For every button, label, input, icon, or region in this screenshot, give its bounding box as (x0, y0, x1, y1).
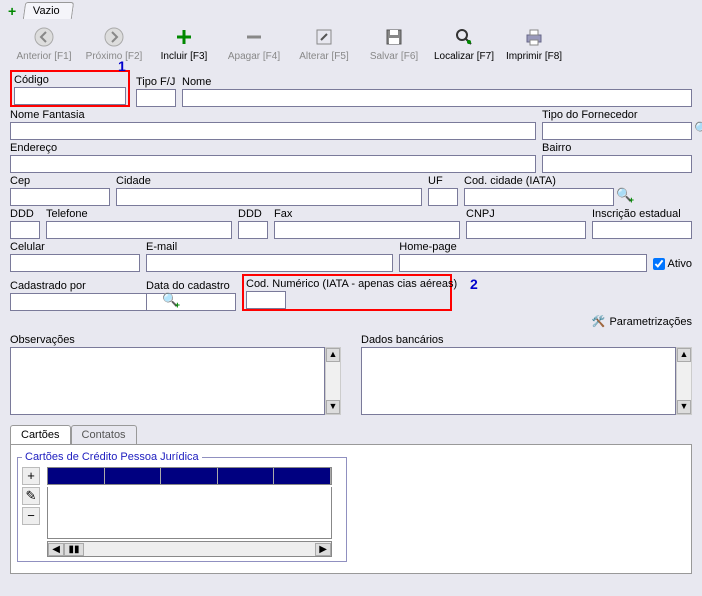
tab-cartoes[interactable]: Cartões (10, 425, 71, 444)
grid-remove-button[interactable]: − (22, 507, 40, 525)
fax-label: Fax (274, 208, 460, 220)
ddd1-label: DDD (10, 208, 40, 220)
nomefantasia-label: Nome Fantasia (10, 109, 536, 121)
ddd2-input[interactable] (238, 221, 268, 239)
minus-icon (242, 25, 266, 49)
save-icon (382, 25, 406, 49)
codcidade-input[interactable] (464, 188, 614, 206)
homepage-label: Home-page (399, 241, 646, 253)
lookup-icon[interactable]: 🔍 (162, 292, 178, 308)
endereco-label: Endereço (10, 142, 536, 154)
cidade-label: Cidade (116, 175, 422, 187)
toolbar: Anterior [F1] Próximo [F2] Incluir [F3] … (0, 21, 702, 68)
gear-icon: 🛠️ (592, 315, 606, 328)
arrow-right-icon (102, 25, 126, 49)
nomefantasia-input[interactable] (10, 122, 536, 140)
tipo-label: Tipo F/J (136, 76, 176, 88)
anterior-button[interactable]: Anterior [F1] (12, 25, 76, 62)
datacadastro-input[interactable] (146, 293, 236, 311)
grid-add-button[interactable]: + (22, 467, 40, 485)
ddd2-label: DDD (238, 208, 268, 220)
tipofornecedor-label: Tipo do Fornecedor (542, 109, 692, 121)
uf-label: UF (428, 175, 458, 187)
scrollbar[interactable]: ▲▼ (676, 347, 692, 415)
bairro-input[interactable] (542, 155, 692, 173)
parametrizacoes-link[interactable]: 🛠️ Parametrizações (592, 315, 692, 328)
grid-edit-button[interactable]: ✎ (22, 487, 40, 505)
ativo-label: Ativo (668, 258, 692, 270)
plus-icon (172, 25, 196, 49)
tab-label: Vazio (33, 5, 60, 17)
codnumerico-label: Cod. Numérico (IATA - apenas cias aéreas… (246, 278, 448, 290)
horizontal-scrollbar[interactable]: ◀ ▮▮ ▶ (47, 541, 332, 557)
codcidade-label: Cod. cidade (IATA) (464, 175, 574, 187)
annotation-1: 1 (118, 58, 126, 74)
observacoes-textarea[interactable] (10, 347, 325, 415)
grid-body[interactable] (47, 487, 332, 539)
imprimir-button[interactable]: Imprimir [F8] (502, 25, 566, 62)
telefone-label: Telefone (46, 208, 232, 220)
inscricao-label: Inscrição estadual (592, 208, 692, 220)
annotation-2: 2 (470, 276, 478, 292)
add-tab-icon[interactable]: + (8, 3, 16, 19)
search-icon (452, 25, 476, 49)
cep-input[interactable] (10, 188, 110, 206)
codigo-label: Código (14, 74, 126, 86)
ddd1-input[interactable] (10, 221, 40, 239)
cadastradopor-label: Cadastrado por (10, 280, 140, 292)
arrow-left-icon (32, 25, 56, 49)
cartoespj-legend: Cartões de Crédito Pessoa Jurídica (22, 451, 202, 463)
telefone-input[interactable] (46, 221, 232, 239)
lookup-icon[interactable]: 🔍 (616, 187, 632, 203)
observacoes-label: Observações (10, 334, 341, 346)
edit-icon (312, 25, 336, 49)
endereco-input[interactable] (10, 155, 536, 173)
print-icon (522, 25, 546, 49)
celular-label: Celular (10, 241, 140, 253)
apagar-button[interactable]: Apagar [F4] (222, 25, 286, 62)
alterar-button[interactable]: Alterar [F5] (292, 25, 356, 62)
codigo-input[interactable] (14, 87, 126, 105)
scrollbar[interactable]: ▲▼ (325, 347, 341, 415)
cnpj-input[interactable] (466, 221, 586, 239)
bairro-label: Bairro (542, 142, 692, 154)
codnumerico-group: Cod. Numérico (IATA - apenas cias aéreas… (242, 274, 452, 311)
cep-label: Cep (10, 175, 110, 187)
tipofornecedor-input[interactable] (542, 122, 692, 140)
cartoes-panel: Cartões de Crédito Pessoa Jurídica + ✎ −… (10, 444, 692, 574)
cidade-input[interactable] (116, 188, 422, 206)
inscricao-input[interactable] (592, 221, 692, 239)
nome-input[interactable] (182, 89, 692, 107)
tipo-input[interactable] (136, 89, 176, 107)
email-input[interactable] (146, 254, 393, 272)
salvar-button[interactable]: Salvar [F6] (362, 25, 426, 62)
cnpj-label: CNPJ (466, 208, 586, 220)
codigo-group: Código (10, 70, 130, 107)
uf-input[interactable] (428, 188, 458, 206)
lookup-icon[interactable]: 🔍 (694, 121, 702, 137)
homepage-input[interactable] (399, 254, 646, 272)
celular-input[interactable] (10, 254, 140, 272)
nome-label: Nome (182, 76, 692, 88)
ativo-checkbox[interactable] (653, 258, 665, 270)
datacadastro-label: Data do cadastro (146, 280, 236, 292)
email-label: E-mail (146, 241, 393, 253)
localizar-button[interactable]: Localizar [F7] (432, 25, 496, 62)
grid-header (47, 467, 332, 485)
dadosbancarios-textarea[interactable] (361, 347, 676, 415)
incluir-button[interactable]: Incluir [F3] (152, 25, 216, 62)
tab-vazio[interactable]: Vazio (23, 2, 74, 19)
fax-input[interactable] (274, 221, 460, 239)
tab-contatos[interactable]: Contatos (71, 425, 137, 444)
cadastradopor-input[interactable] (10, 293, 160, 311)
codnumerico-input[interactable] (246, 291, 286, 309)
proximo-button[interactable]: Próximo [F2] (82, 25, 146, 62)
dadosbancarios-label: Dados bancários (361, 334, 692, 346)
